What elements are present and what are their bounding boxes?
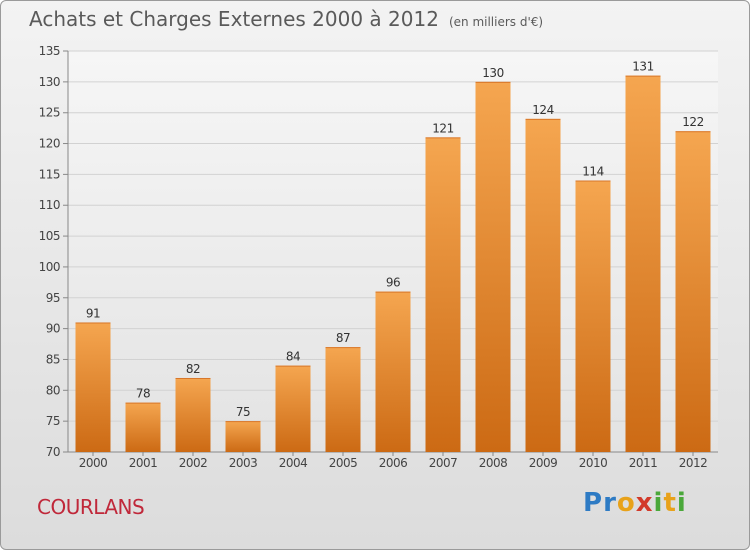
- logo-letter: x: [635, 488, 654, 518]
- bar-value-label: 114: [582, 165, 603, 179]
- logo-letter: r: [603, 488, 617, 518]
- bar-value-label: 124: [532, 103, 553, 117]
- x-tick-label: 2003: [229, 456, 258, 470]
- proxiti-logo: Proxiti: [583, 488, 687, 518]
- bar-value-label: 131: [632, 60, 653, 74]
- bar: [225, 421, 261, 452]
- x-tick-label: 2005: [329, 456, 358, 470]
- y-tick-label: 80: [46, 383, 60, 397]
- chart-title-text: Achats et Charges Externes 2000 à 2012: [29, 7, 439, 31]
- bar: [375, 291, 411, 452]
- bar: [275, 365, 311, 452]
- y-tick-label: 110: [39, 198, 60, 212]
- logo-letter: i: [676, 488, 687, 518]
- x-tick-label: 2011: [629, 456, 658, 470]
- y-tick-label: 75: [46, 414, 60, 428]
- logo-letter: t: [663, 488, 677, 518]
- y-tick-label: 70: [46, 445, 60, 459]
- logo-letter: o: [616, 488, 636, 518]
- x-tick-label: 2004: [279, 456, 308, 470]
- y-tick-label: 115: [39, 167, 60, 181]
- bar: [75, 322, 111, 452]
- bar: [175, 377, 211, 452]
- bar-value-label: 121: [432, 121, 453, 135]
- commune-name: COURLANS: [37, 495, 145, 519]
- bar: [425, 137, 461, 452]
- x-tick-label: 2002: [179, 456, 208, 470]
- bar-value-label: 78: [136, 387, 150, 401]
- logo-letter: i: [653, 488, 664, 518]
- chart-title: Achats et Charges Externes 2000 à 2012 (e…: [29, 7, 543, 31]
- bar: [125, 402, 161, 452]
- y-tick-label: 135: [39, 44, 60, 58]
- y-tick-label: 95: [46, 291, 60, 305]
- x-tick-label: 2001: [129, 456, 158, 470]
- x-tick-label: 2000: [79, 456, 108, 470]
- bar-value-label: 91: [86, 306, 100, 320]
- y-tick-label: 105: [39, 229, 60, 243]
- bar-value-label: 87: [336, 331, 350, 345]
- bar-value-label: 96: [386, 276, 400, 290]
- y-tick-label: 85: [46, 352, 60, 366]
- bar-value-label: 84: [286, 350, 300, 364]
- bar: [625, 75, 661, 452]
- x-tick-label: 2009: [529, 456, 558, 470]
- x-tick-label: 2008: [479, 456, 508, 470]
- bar: [525, 118, 561, 452]
- logo-letter: P: [583, 488, 604, 518]
- bar: [675, 131, 711, 452]
- x-tick-label: 2006: [379, 456, 408, 470]
- x-tick-label: 2012: [679, 456, 708, 470]
- x-tick-label: 2010: [579, 456, 608, 470]
- bar: [475, 81, 511, 452]
- y-tick-label: 120: [39, 137, 60, 151]
- bar: [575, 180, 611, 453]
- bar: [325, 347, 361, 452]
- bar-value-label: 130: [482, 66, 503, 80]
- bar-value-label: 122: [682, 115, 703, 129]
- y-tick-label: 125: [39, 106, 60, 120]
- x-tick-label: 2007: [429, 456, 458, 470]
- y-tick-label: 130: [39, 75, 60, 89]
- chart-unit: (en milliers d'€): [448, 15, 544, 29]
- bar-value-label: 82: [186, 362, 200, 376]
- bar-value-label: 75: [236, 405, 250, 419]
- y-tick-label: 100: [39, 260, 60, 274]
- y-tick-label: 90: [46, 322, 60, 336]
